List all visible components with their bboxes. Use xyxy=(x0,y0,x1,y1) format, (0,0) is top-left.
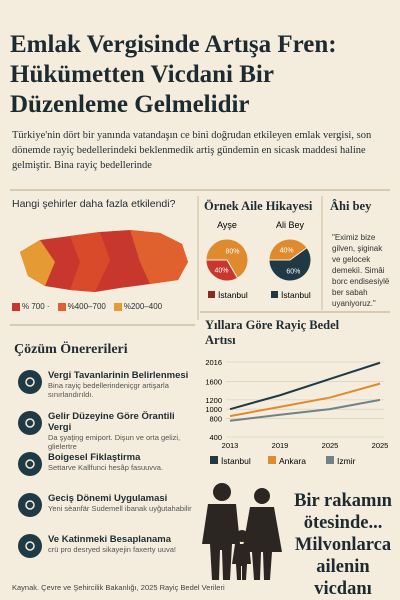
legend-label: Izmir xyxy=(337,456,356,466)
legend-swatch xyxy=(271,291,278,298)
line xyxy=(229,361,381,411)
pie-label: 40% xyxy=(214,268,228,275)
solution-text: crü pro desryed sikayejin faxerty uuva! xyxy=(48,545,176,554)
turkey-map xyxy=(20,230,188,292)
legend-swatch xyxy=(208,291,215,298)
solution-text: Settarve Kallfunci hesâp fasuuvva. xyxy=(48,463,164,472)
legend-label: % 700 · xyxy=(22,302,50,311)
x-tick-label: 2025 xyxy=(372,441,389,450)
solution-text: Bina rayiç bedellerindeniçgr artişarla s… xyxy=(48,381,169,399)
solution-title: Vergi Tavanlarinin Belirlenmesi xyxy=(48,370,189,381)
title-line: Emlak Vergisinde Artışa Fren: xyxy=(10,31,337,58)
map-region xyxy=(70,232,110,292)
solution-item: Ve Katinmeki Besaplanama crü pro desryed … xyxy=(48,534,193,575)
legend-label: İstanbul xyxy=(281,290,311,300)
family-title: Örnek Aile Hikayesi xyxy=(204,199,313,213)
legend-item: % 700 · xyxy=(12,302,50,311)
solution-title: Boigesel Fiklaştirma xyxy=(48,452,141,463)
solution-icon-dot xyxy=(25,500,35,510)
pie-slice xyxy=(205,259,239,282)
pie-slice xyxy=(268,246,312,282)
slogan-line: ailenin vicdanı xyxy=(314,557,372,599)
solution-icon-dot xyxy=(25,541,35,551)
pie-slice xyxy=(205,238,249,279)
x-tick-label: 2013 xyxy=(222,441,239,450)
chart-title: Yıllara Göre Rayiç Bedel Artısı xyxy=(205,318,340,347)
map-region xyxy=(20,240,55,286)
solution-icon xyxy=(18,370,42,394)
solution-icon xyxy=(18,534,42,558)
source: Kaynak. Çevre ve Şehircilik Bakanlığı, 2… xyxy=(12,583,225,592)
quote-text: "Eximiz bize gilven, şiginak ve gelocek … xyxy=(332,233,390,308)
map-region xyxy=(130,230,188,284)
solution-item: Gelir Düzeyine Göre Örantili Vergi Da şya… xyxy=(48,411,193,452)
legend-label: İstanbul xyxy=(221,456,251,466)
solution-text: Yeni sèanfär Sudemell ibanak uyğutahabil… xyxy=(48,504,192,513)
slogan: Bir rakamın ötesinde... Milvonlarca aile… xyxy=(288,490,398,600)
y-tick-label: 1600 xyxy=(205,377,222,386)
solution-text: Da şyaţiņg emiport. Dişun ve orta gelizi… xyxy=(48,433,181,451)
family-silhouette xyxy=(202,483,282,580)
pie-slice xyxy=(268,238,308,261)
solution-item: Vergi Tavanlarinin Belirlenmesi Bina rayi… xyxy=(48,370,193,411)
line xyxy=(229,398,381,422)
title-line: Düzenleme Gelmelidir xyxy=(10,91,250,118)
icons xyxy=(18,370,42,558)
title-line: Hükümetten Vicdani Bir xyxy=(10,61,274,88)
legend-swatch xyxy=(268,456,276,464)
legend-swatch xyxy=(12,302,20,311)
intro: Türkiye'nin dört bir yanında vatandaşın … xyxy=(12,130,372,171)
solution-icon-dot xyxy=(25,377,35,387)
map-legend: % 700 · %400–700 %200–400 xyxy=(12,302,197,311)
solutions-title: Çözüm Önererileri xyxy=(14,342,128,357)
pie-label: 60% xyxy=(286,268,300,275)
legend-swatch xyxy=(113,302,122,311)
solution-icon-dot xyxy=(25,418,35,428)
title: Emlak Vergisinde Artışa Fren: Hükümetten… xyxy=(10,30,337,120)
legend-swatch xyxy=(210,456,218,464)
legend-item: %200–400 xyxy=(113,302,163,311)
solution-icon xyxy=(18,452,42,476)
solution-icon xyxy=(18,493,42,517)
legend-swatch xyxy=(57,302,66,311)
solution-icon-dot xyxy=(25,459,35,469)
pie-name: Ali Bey xyxy=(276,220,305,230)
legend-label: Ankara xyxy=(279,456,306,466)
line xyxy=(229,382,381,418)
pie-name: Ayşe xyxy=(217,220,237,230)
y-tick-label: 1000 xyxy=(205,405,222,414)
y-tick-label: 1200 xyxy=(205,396,222,405)
solution-title: Ve Katinmeki Besaplanama xyxy=(48,534,172,545)
y-tick-label: 800 xyxy=(209,414,222,423)
slogan-line: Bir rakamın xyxy=(294,491,392,511)
y-tick-label: 400 xyxy=(209,433,222,442)
pie-label: 40% xyxy=(280,248,294,255)
solution-title: Gelir Düzeyine Göre Örantili Vergi xyxy=(48,411,175,433)
legend-label: %200–400 xyxy=(123,302,163,311)
x-tick-label: 2019 xyxy=(272,441,289,450)
solution-title: Geciş Dönemi Uygulamasi xyxy=(48,493,168,504)
y-tick-label: 2016 xyxy=(205,358,222,367)
quote-title: Âhi bey xyxy=(330,199,372,213)
legend-item: %400–700 xyxy=(57,302,106,311)
solution-icon xyxy=(18,411,42,435)
solution-item: Geciş Dönemi Uygulamasi Yeni sèanfär Sude… xyxy=(48,493,193,534)
legend-swatch xyxy=(326,456,334,464)
solutions-list: Vergi Tavanlarinin Belirlenmesi Bina rayi… xyxy=(48,370,193,575)
legend-label: %400–700 xyxy=(67,302,106,311)
pie-label: 80% xyxy=(225,248,239,255)
solution-item: Boigesel Fiklaştirma Settarve Kallfunci h… xyxy=(48,452,193,493)
x-tick-label: 2025 xyxy=(322,441,339,450)
map-question: Hangi şehirler daha fazla etkilendi? xyxy=(12,198,176,210)
slogan-line: Milvonlarca xyxy=(294,535,392,555)
legend-label: İstanbul xyxy=(218,290,248,300)
slogan-line: ötesinde... xyxy=(303,513,383,533)
